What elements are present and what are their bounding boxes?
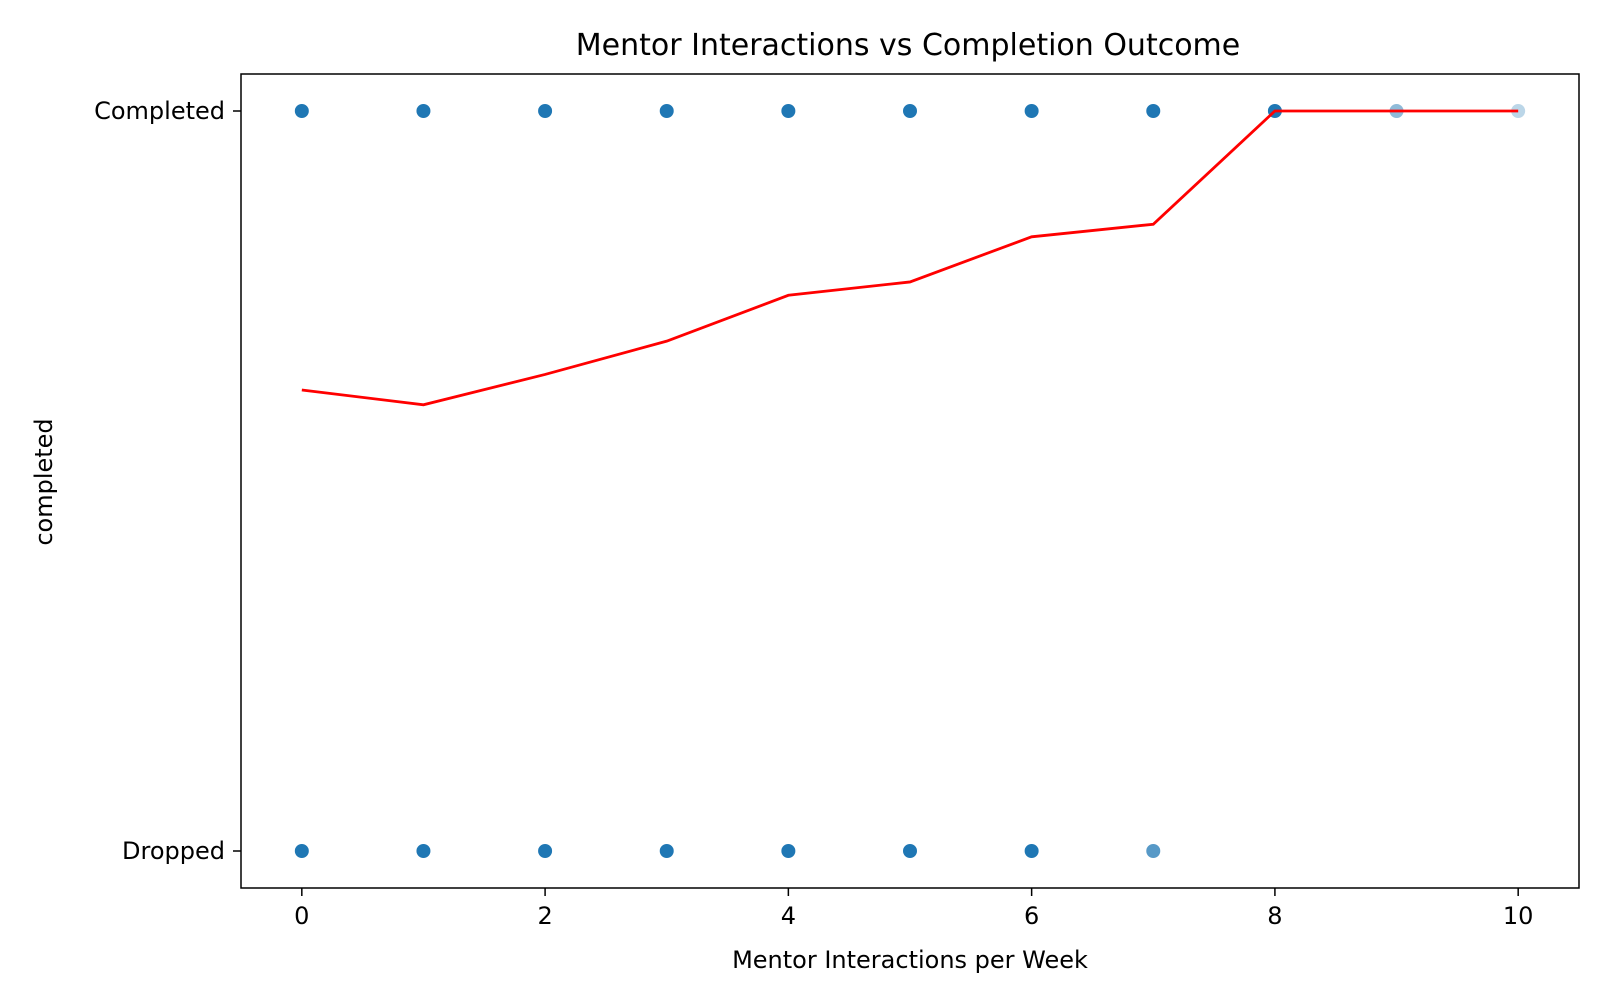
y-tick-label: Dropped — [122, 837, 225, 865]
chart-title: Mentor Interactions vs Completion Outcom… — [576, 28, 1240, 63]
data-point-4 — [780, 103, 797, 119]
data-point-0 — [293, 103, 310, 119]
x-tick-label: 8 — [1267, 902, 1282, 930]
x-tick-label: 6 — [1024, 902, 1039, 930]
data-point-14 — [658, 843, 675, 859]
data-point-13 — [537, 843, 554, 859]
y-axis: Dropped Completed — [94, 97, 241, 865]
x-tick-label: 10 — [1503, 902, 1534, 930]
x-tick-label: 2 — [537, 902, 552, 930]
data-point-11 — [293, 843, 310, 859]
data-point-3 — [658, 103, 675, 119]
y-axis-label: completed — [30, 418, 58, 545]
data-point-16 — [902, 843, 918, 859]
x-tick-label: 4 — [781, 902, 796, 930]
data-point-17 — [1023, 843, 1040, 859]
x-tick-label: 0 — [294, 902, 309, 930]
x-axis: 0 2 4 6 8 10 — [294, 888, 1533, 930]
data-point-2 — [537, 103, 554, 119]
data-point-6 — [1023, 103, 1040, 119]
plot-area — [293, 103, 1527, 859]
data-point-12 — [415, 843, 432, 859]
trend-line — [301, 109, 1519, 407]
data-point-5 — [902, 103, 918, 119]
data-point-7 — [1145, 103, 1162, 119]
data-point-18 — [1145, 843, 1162, 859]
plot-frame — [240, 73, 1580, 889]
data-point-1 — [415, 103, 432, 119]
x-axis-label: Mentor Interactions per Week — [732, 946, 1088, 974]
y-tick-label: Completed — [94, 97, 225, 125]
data-point-15 — [780, 843, 797, 859]
